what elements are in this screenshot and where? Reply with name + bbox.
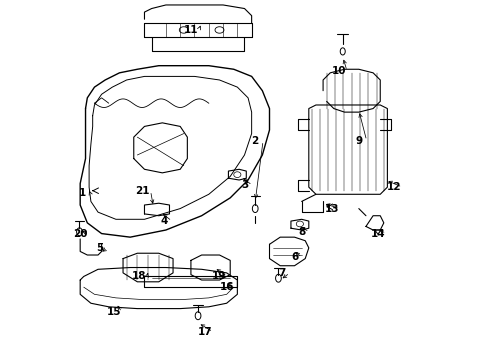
Text: 9: 9 (354, 136, 362, 146)
Text: 1: 1 (78, 188, 85, 198)
Text: 4: 4 (160, 216, 167, 226)
Text: 2: 2 (251, 136, 258, 146)
Text: 17: 17 (198, 327, 212, 337)
Text: 18: 18 (132, 271, 146, 282)
Text: 6: 6 (290, 252, 298, 262)
Text: 15: 15 (107, 307, 121, 317)
Text: 10: 10 (331, 66, 346, 76)
Text: 3: 3 (241, 180, 247, 190)
Text: 13: 13 (324, 203, 339, 213)
Text: 11: 11 (183, 25, 198, 35)
Text: 21: 21 (135, 186, 150, 196)
Text: 20: 20 (73, 229, 87, 239)
Text: 8: 8 (297, 227, 305, 237)
Text: 14: 14 (370, 229, 385, 239)
Text: 7: 7 (278, 268, 285, 278)
Text: 19: 19 (212, 271, 226, 282)
Text: 16: 16 (219, 282, 233, 292)
Text: 12: 12 (386, 182, 401, 192)
Text: 5: 5 (96, 243, 103, 253)
